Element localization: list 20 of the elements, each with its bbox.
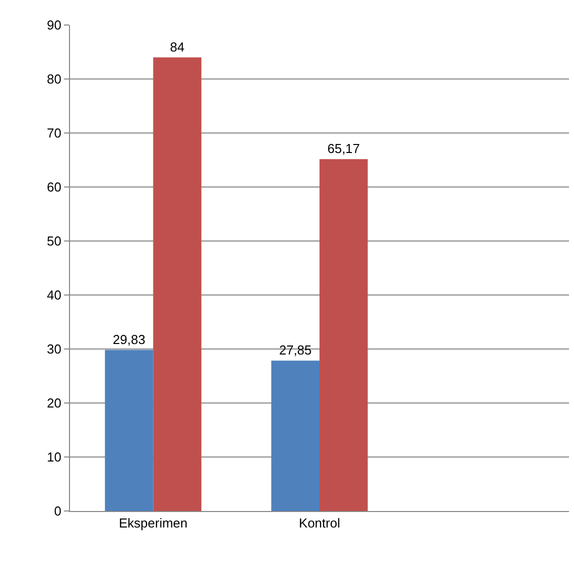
y-tick-label: 80 [46, 72, 62, 87]
bar [153, 57, 202, 511]
y-tick-label: 30 [46, 342, 62, 357]
y-tick-label: 40 [46, 288, 62, 303]
x-tick-label: Eksperimen [118, 516, 188, 531]
data-label: 27,85 [279, 342, 312, 358]
y-tick-label: 0 [54, 504, 62, 519]
y-tick-label: 10 [46, 450, 62, 465]
x-tick-label: Kontrol [298, 516, 340, 531]
bar [320, 159, 368, 511]
y-tick-label: 60 [46, 180, 62, 195]
y-tick-label: 90 [46, 18, 62, 33]
y-tick-label: 70 [46, 126, 62, 141]
data-label: 29,83 [112, 332, 146, 347]
bar [271, 360, 320, 511]
y-tick-label: 50 [46, 234, 62, 249]
data-label: 84 [170, 39, 185, 54]
data-label: 65,17 [327, 141, 360, 156]
bar [104, 350, 154, 511]
y-tick-label: 20 [46, 396, 62, 411]
